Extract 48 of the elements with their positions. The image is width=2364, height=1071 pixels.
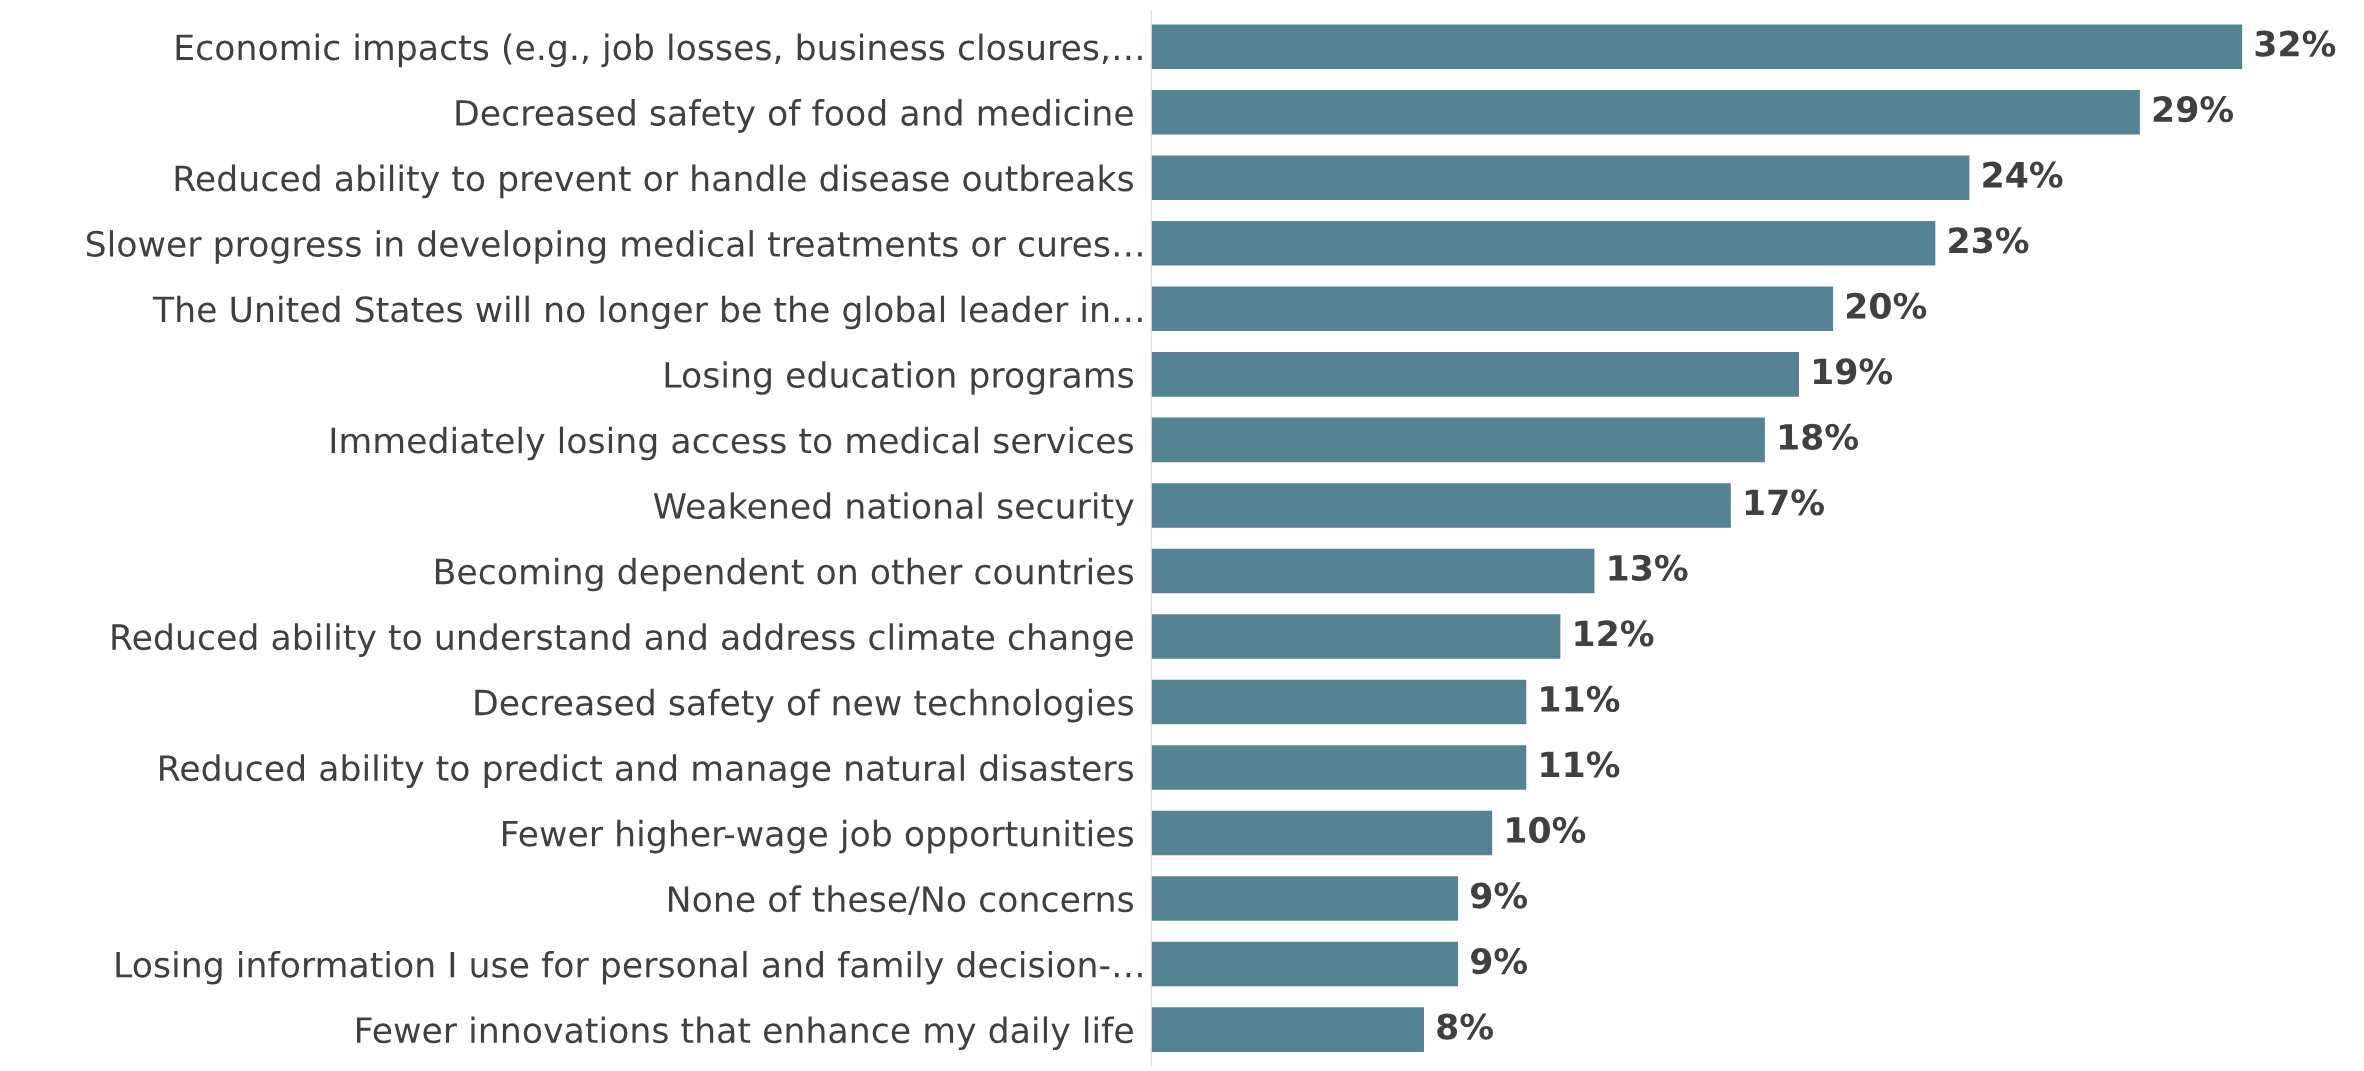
bar xyxy=(1151,941,1459,987)
y-tick-label: Decreased safety of new technologies xyxy=(475,688,1133,723)
bar xyxy=(1151,1007,1424,1052)
y-tick-label: Fewer higher-wage job opportunities xyxy=(503,819,1133,854)
data-label: 11% xyxy=(1541,751,1620,778)
y-tick-label: Immediately losing access to medical services xyxy=(331,426,1133,461)
y-tick-label: Losing education programs xyxy=(665,361,1133,395)
data-label: 11% xyxy=(1541,685,1620,713)
data-label: 19% xyxy=(1814,358,1893,385)
bar xyxy=(1151,679,1527,725)
data-label: 32% xyxy=(2255,30,2336,57)
bar xyxy=(1151,810,1493,856)
bar xyxy=(1151,614,1561,659)
bar xyxy=(1151,155,1970,201)
bar xyxy=(1151,286,1834,332)
bar xyxy=(1151,89,2140,135)
y-tick-label: Becoming dependent on other countries xyxy=(435,557,1133,592)
data-label: 10% xyxy=(1507,816,1586,844)
bar xyxy=(1151,876,1459,921)
data-label: 23% xyxy=(1949,227,2029,254)
y-tick-label: None of these/No concerns xyxy=(669,885,1133,915)
bar xyxy=(1151,352,1799,397)
y-tick-label: Decreased safety of food and medicine xyxy=(456,99,1133,133)
data-label: 12% xyxy=(1575,620,1654,647)
data-label: 18% xyxy=(1779,423,1859,450)
bar xyxy=(1151,24,2243,70)
bar xyxy=(1151,745,1527,790)
data-label: 29% xyxy=(2153,96,2234,123)
data-label: 20% xyxy=(1846,292,1927,319)
bar xyxy=(1151,548,1595,594)
y-tick-label: Slower progress in developing medical treatments or cures… xyxy=(86,230,1142,264)
data-label: 8% xyxy=(1437,1013,1493,1040)
y-tick-label: The United States will no longer be the global leader in… xyxy=(152,295,1142,330)
y-tick-label: Reduced ability to prevent or handle disease outbreaks xyxy=(175,164,1133,199)
data-label: 24% xyxy=(1983,161,2063,188)
bar xyxy=(1151,417,1765,463)
bar xyxy=(1151,221,1936,266)
y-tick-label: Reduced ability to understand and address climate change xyxy=(112,623,1133,657)
data-label: 13% xyxy=(1609,554,1688,582)
y-tick-label: Reduced ability to predict and manage natural disasters xyxy=(160,754,1133,788)
y-tick-label: Fewer innovations that enhance my daily life xyxy=(357,1016,1133,1051)
y-tick-label: Economic impacts (e.g., job losses, business closures,… xyxy=(176,33,1142,68)
y-tick-label: Weakened national security xyxy=(653,492,1134,526)
data-label: 17% xyxy=(1745,489,1824,516)
data-label: 9% xyxy=(1470,947,1528,975)
y-tick-label: Losing information I use for personal and family decision-… xyxy=(116,950,1142,985)
bar xyxy=(1151,483,1731,528)
data-label: 9% xyxy=(1470,882,1528,909)
